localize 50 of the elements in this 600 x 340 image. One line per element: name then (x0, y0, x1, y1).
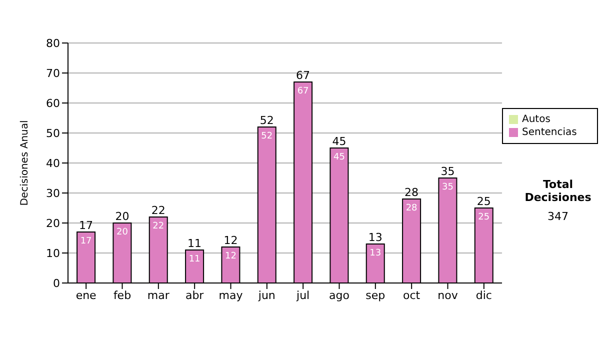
x-tick-label: ago (329, 288, 350, 302)
y-tick-label: 40 (46, 156, 60, 170)
x-tick-label: dic (476, 288, 492, 302)
text: 347 (546, 210, 570, 223)
x-tick-label: nov (438, 288, 458, 302)
total-label: 17 (79, 219, 94, 232)
legend-label: Autos (522, 114, 550, 125)
total-label: 35 (440, 165, 455, 178)
data-label: 28 (406, 203, 418, 214)
data-label: 45 (333, 152, 345, 162)
y-tick-label: 0 (53, 276, 60, 290)
data-label: 20 (116, 227, 128, 238)
y-axis-title: Decisiones Anual (20, 120, 31, 206)
total-label: 25 (476, 195, 491, 208)
x-tick-label: abr (185, 288, 204, 302)
x-tick-label: jun (257, 288, 276, 302)
total-label: 45 (332, 135, 346, 148)
x-tick-label: may (218, 288, 244, 302)
total-label: 12 (224, 234, 238, 247)
data-label: 13 (370, 248, 382, 258)
total-label: 11 (188, 237, 202, 250)
data-label: 22 (152, 221, 164, 232)
y-tick-label: 10 (46, 246, 60, 260)
total-label: 13 (368, 231, 382, 244)
data-label: 35 (442, 182, 454, 192)
x-tick-label: jul (296, 288, 310, 302)
y-tick-label: 50 (46, 126, 60, 140)
data-label: 17 (80, 236, 92, 246)
total-label: 28 (404, 186, 419, 199)
legend-label: Sentencias (522, 127, 577, 138)
total-label: 20 (115, 210, 130, 223)
data-label: 11 (188, 254, 200, 264)
data-label: 67 (297, 86, 309, 96)
x-tick-label: oct (403, 288, 421, 302)
data-label: 52 (261, 131, 273, 142)
total-label: 67 (296, 69, 310, 82)
data-label: 25 (478, 212, 490, 222)
y-tick-label: 20 (46, 216, 60, 230)
y-tick-label: 60 (46, 96, 60, 110)
data-label: 12 (224, 251, 236, 262)
y-tick-label: 30 (46, 186, 60, 200)
total-label: 52 (260, 114, 274, 127)
x-tick-label: sep (366, 288, 386, 302)
total-label: 22 (151, 204, 166, 217)
x-tick-label: ene (76, 288, 97, 302)
x-tick-label: feb (113, 288, 132, 302)
x-tick-label: mar (147, 288, 170, 302)
y-tick-label: 80 (46, 36, 60, 50)
text: Total Decisiones (524, 178, 592, 204)
y-tick-label: 70 (46, 66, 60, 80)
